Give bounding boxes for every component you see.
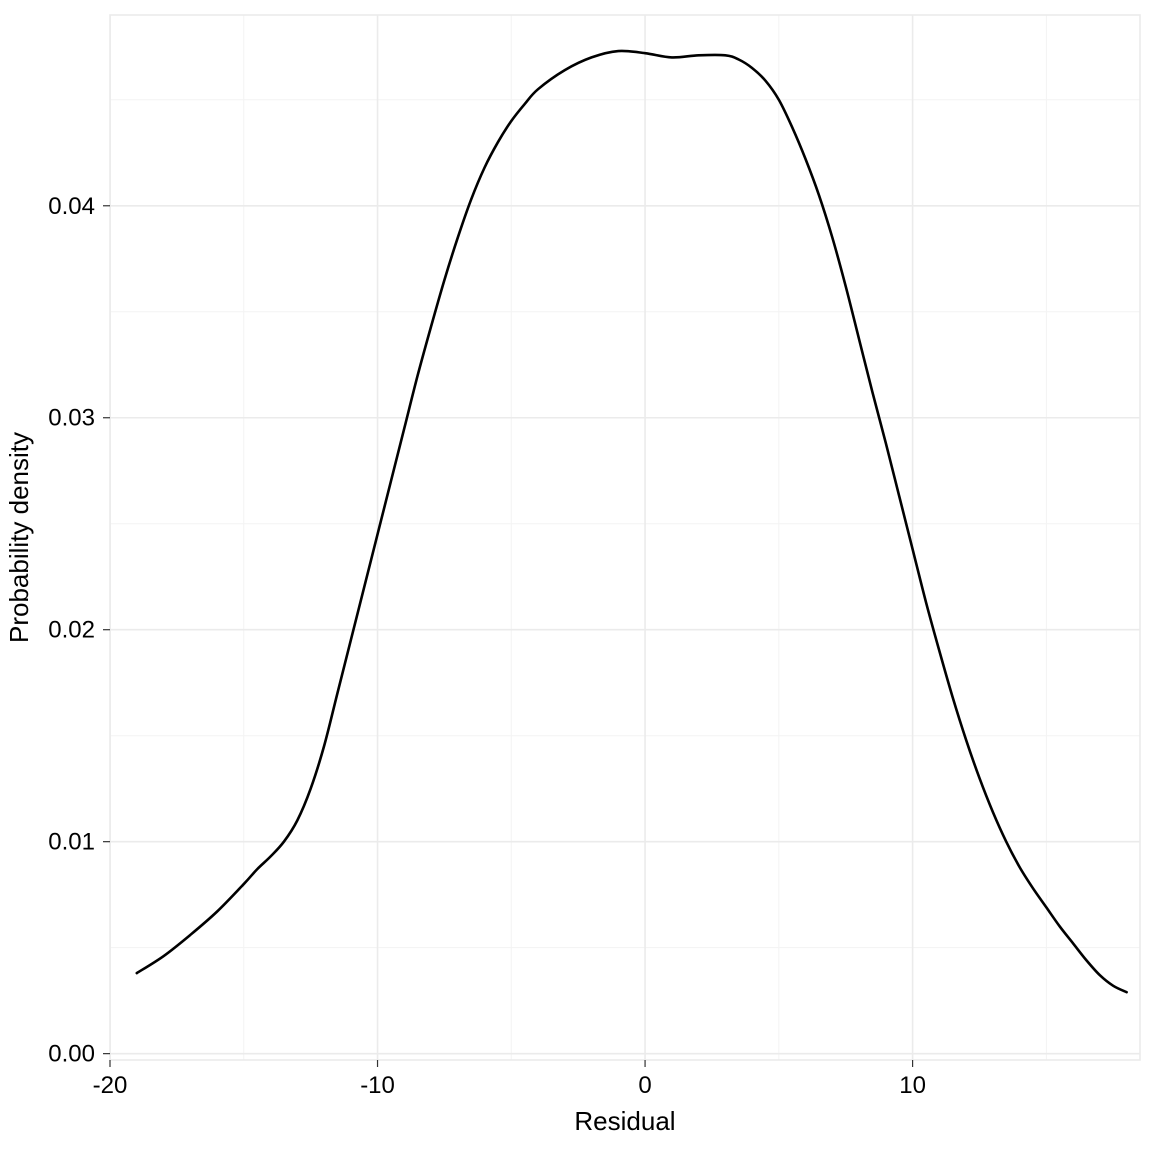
density-chart: -20 -10 0 10 0.00 0.01 0.02 0.03 0.04 Residual Pro… bbox=[0, 0, 1152, 1152]
x-tick-label: 10 bbox=[899, 1072, 926, 1099]
y-tick-label: 0.04 bbox=[48, 193, 95, 220]
x-tick-label: 0 bbox=[638, 1072, 651, 1099]
y-tick-label: 0.03 bbox=[48, 405, 95, 432]
x-tick-label: -20 bbox=[93, 1072, 128, 1099]
y-tick-label: 0.01 bbox=[48, 829, 95, 856]
chart-container: -20 -10 0 10 0.00 0.01 0.02 0.03 0.04 Residual Pro… bbox=[0, 0, 1152, 1152]
y-axis-title: Probability density bbox=[4, 432, 34, 643]
panel-background bbox=[110, 15, 1140, 1060]
x-axis-title: Residual bbox=[574, 1106, 675, 1136]
x-tick-label: -10 bbox=[360, 1072, 395, 1099]
y-tick-label: 0.02 bbox=[48, 617, 95, 644]
y-tick-label: 0.00 bbox=[48, 1041, 95, 1068]
